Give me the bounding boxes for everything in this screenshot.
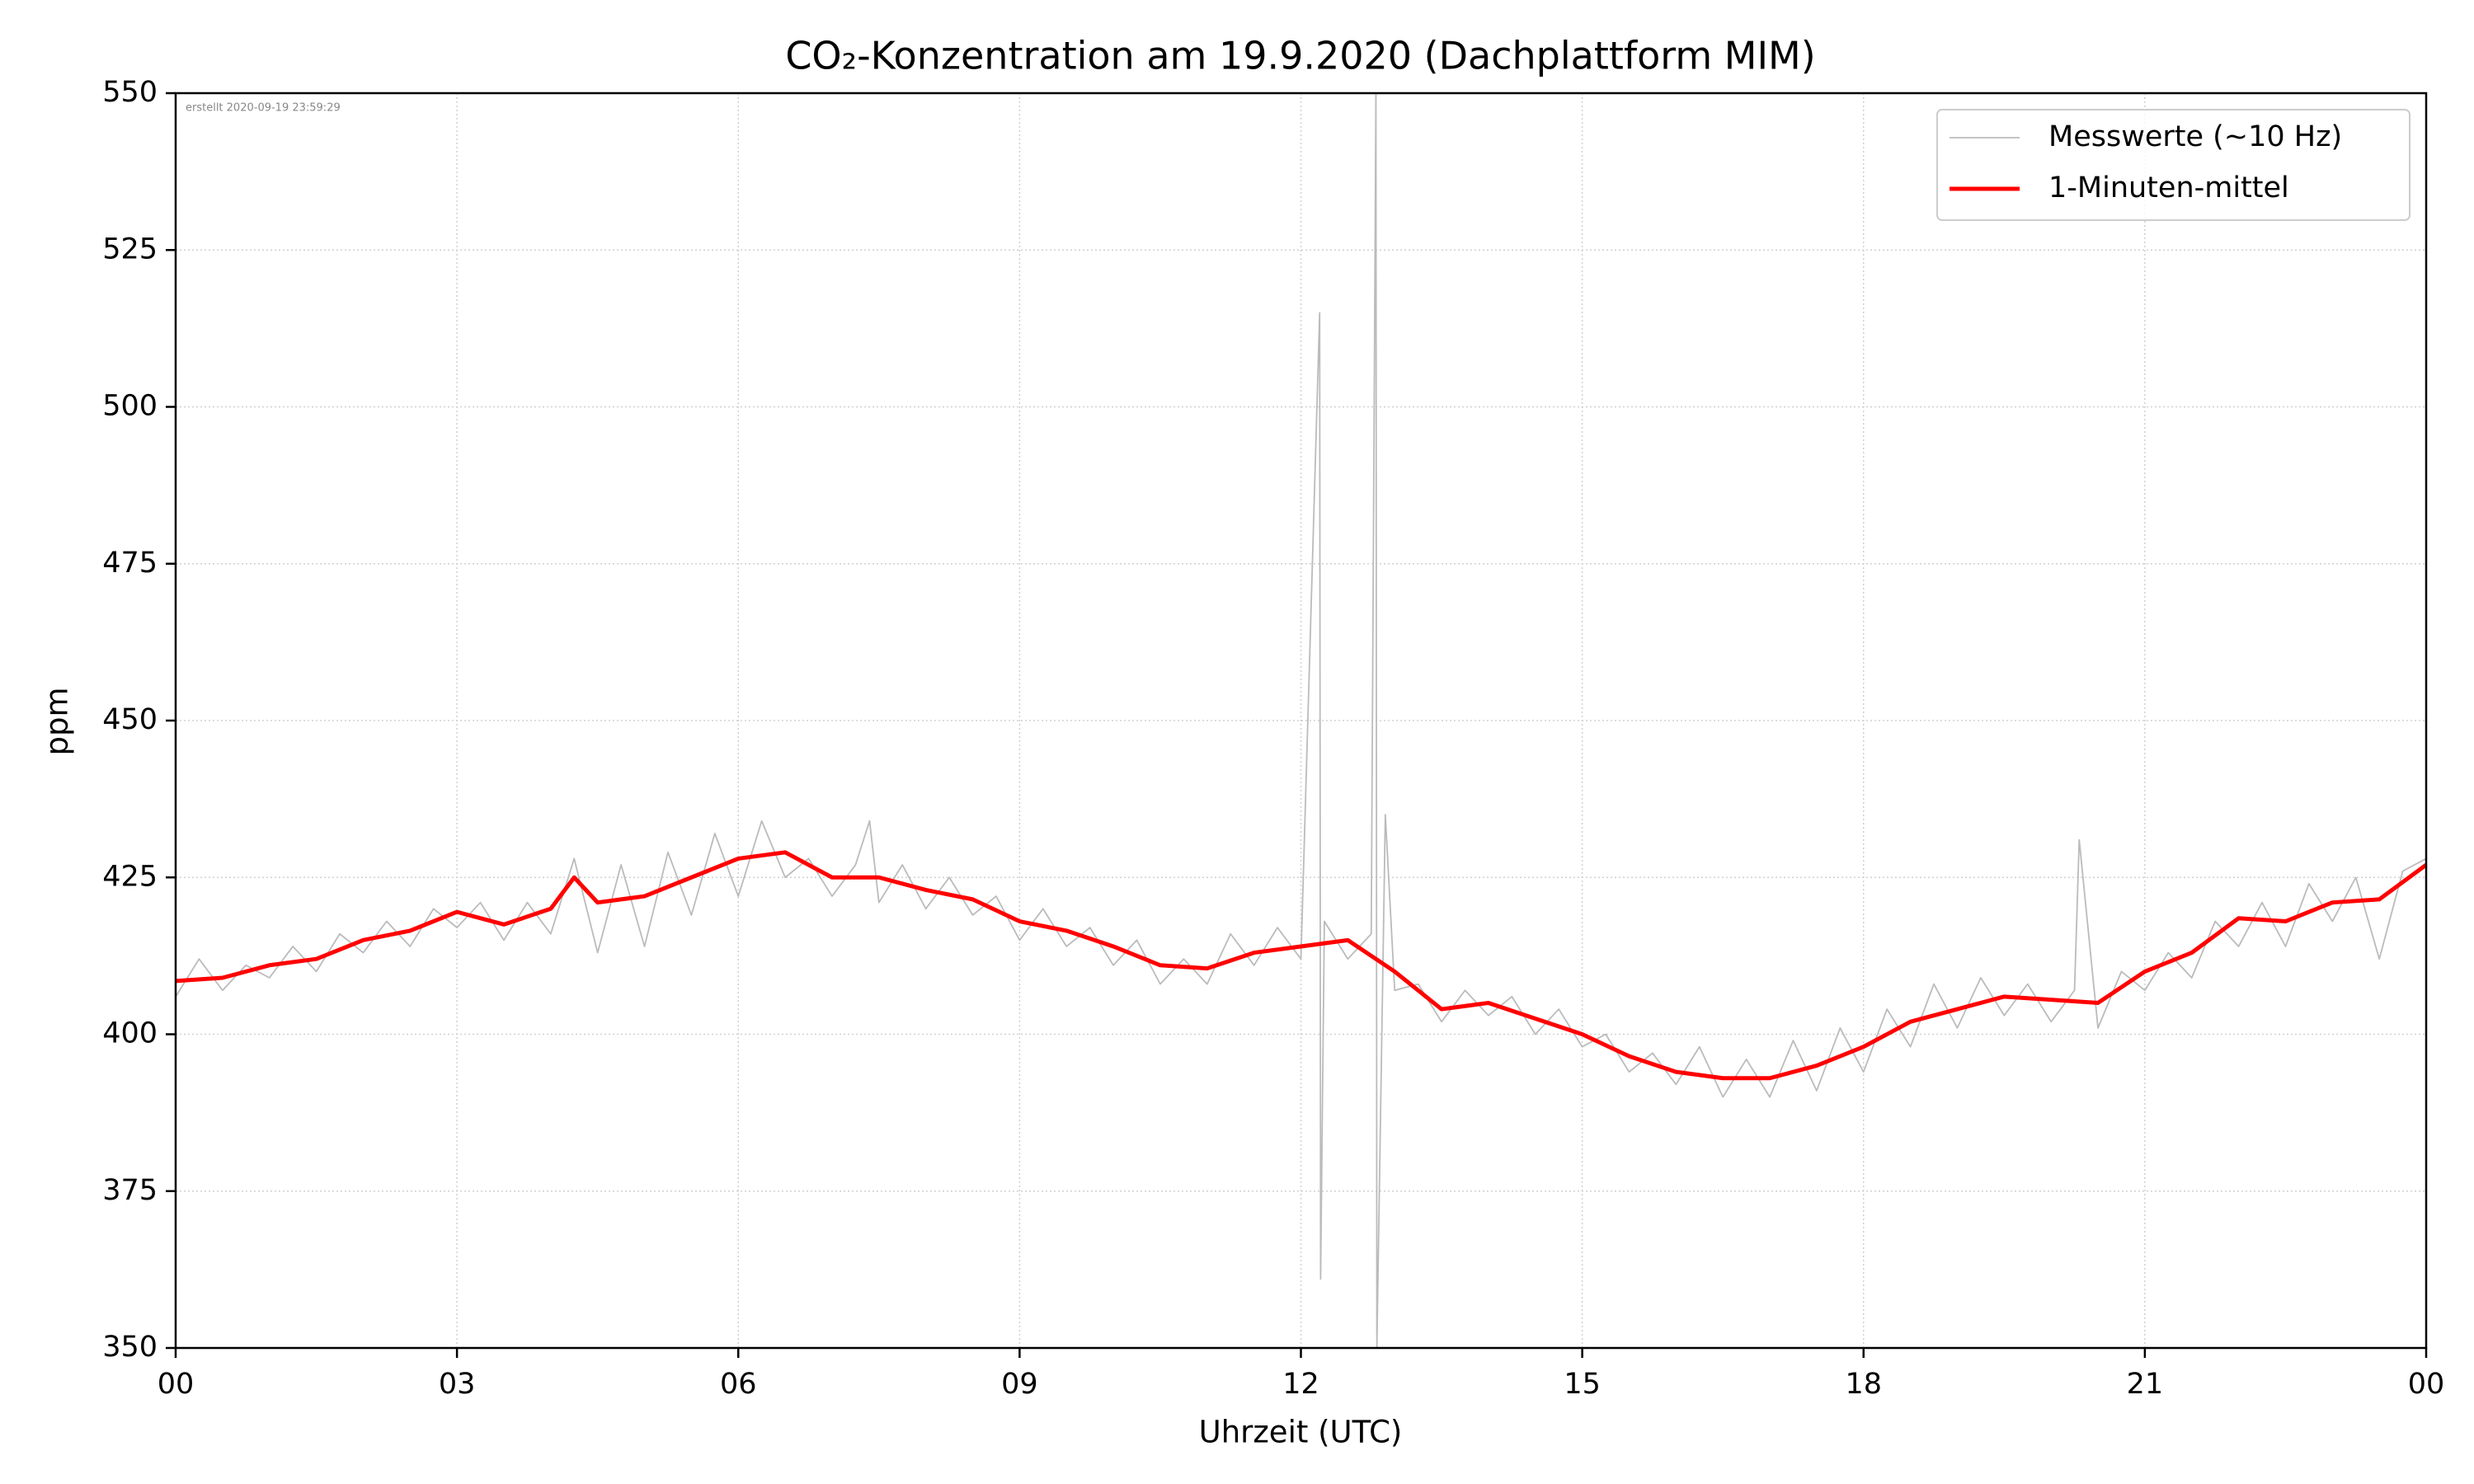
chart-title: CO₂-Konzentration am 19.9.2020 (Dachplat… xyxy=(785,34,1815,78)
y-tick-label: 400 xyxy=(102,1017,158,1050)
legend: Messwerte (~10 Hz) 1-Minuten-mittel xyxy=(1936,109,2411,221)
y-tick-label: 500 xyxy=(102,390,158,423)
annotation: erstellt 2020-09-19 23:59:29 xyxy=(186,102,341,115)
y-tick-label: 525 xyxy=(102,232,158,265)
data-line xyxy=(175,92,2427,1349)
x-tick-label: 06 xyxy=(720,1368,757,1401)
y-tick-label: 375 xyxy=(102,1174,158,1207)
y-tick-label: 425 xyxy=(102,860,158,893)
y-tick-label: 475 xyxy=(102,547,158,580)
x-axis-label: Uhrzeit (UTC) xyxy=(1199,1415,1403,1450)
x-tick-label: 18 xyxy=(1845,1368,1882,1401)
ticks: 00 03 06 09 12 15 18 21 003503754004254504755005… xyxy=(102,76,2444,1401)
x-tick-label: 00 xyxy=(158,1368,195,1401)
legend-box xyxy=(1936,109,2411,221)
y-tick-label: 550 xyxy=(102,76,158,109)
x-tick-label: 21 xyxy=(2127,1368,2164,1401)
legend-label: 1-Minuten-mittel xyxy=(2048,171,2289,204)
x-tick-label: 15 xyxy=(1564,1368,1601,1401)
y-tick-label: 450 xyxy=(102,703,158,736)
data-line xyxy=(175,850,2428,1081)
legend-label: Messwerte (~10 Hz) xyxy=(2048,120,2342,153)
y-tick-label: 350 xyxy=(102,1331,158,1364)
x-tick-label: 00 xyxy=(2408,1368,2445,1401)
plot-area xyxy=(175,92,2428,1349)
x-tick-label: 03 xyxy=(439,1368,476,1401)
y-axis-label: ppm xyxy=(40,687,75,755)
x-tick-label: 12 xyxy=(1282,1368,1319,1401)
x-tick-label: 09 xyxy=(1001,1368,1038,1401)
